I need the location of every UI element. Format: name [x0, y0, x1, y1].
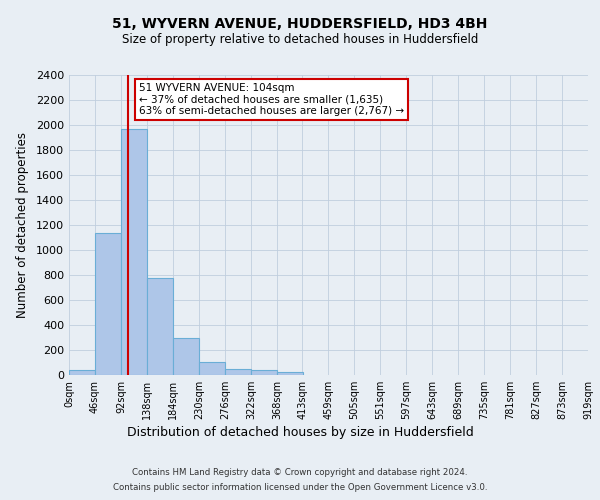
Text: 51, WYVERN AVENUE, HUDDERSFIELD, HD3 4BH: 51, WYVERN AVENUE, HUDDERSFIELD, HD3 4BH — [112, 18, 488, 32]
Bar — [121, 128, 146, 375]
Bar — [69, 370, 95, 375]
Text: Distribution of detached houses by size in Huddersfield: Distribution of detached houses by size … — [127, 426, 473, 439]
Bar — [147, 278, 173, 375]
Bar — [95, 232, 121, 375]
Bar — [277, 372, 302, 375]
Bar — [251, 370, 277, 375]
Text: Contains HM Land Registry data © Crown copyright and database right 2024.: Contains HM Land Registry data © Crown c… — [132, 468, 468, 477]
Bar — [199, 362, 224, 375]
Y-axis label: Number of detached properties: Number of detached properties — [16, 132, 29, 318]
Text: 51 WYVERN AVENUE: 104sqm
← 37% of detached houses are smaller (1,635)
63% of sem: 51 WYVERN AVENUE: 104sqm ← 37% of detach… — [139, 83, 404, 116]
Bar — [173, 338, 199, 375]
Text: Size of property relative to detached houses in Huddersfield: Size of property relative to detached ho… — [122, 32, 478, 46]
Text: Contains public sector information licensed under the Open Government Licence v3: Contains public sector information licen… — [113, 483, 487, 492]
Bar — [225, 369, 251, 375]
